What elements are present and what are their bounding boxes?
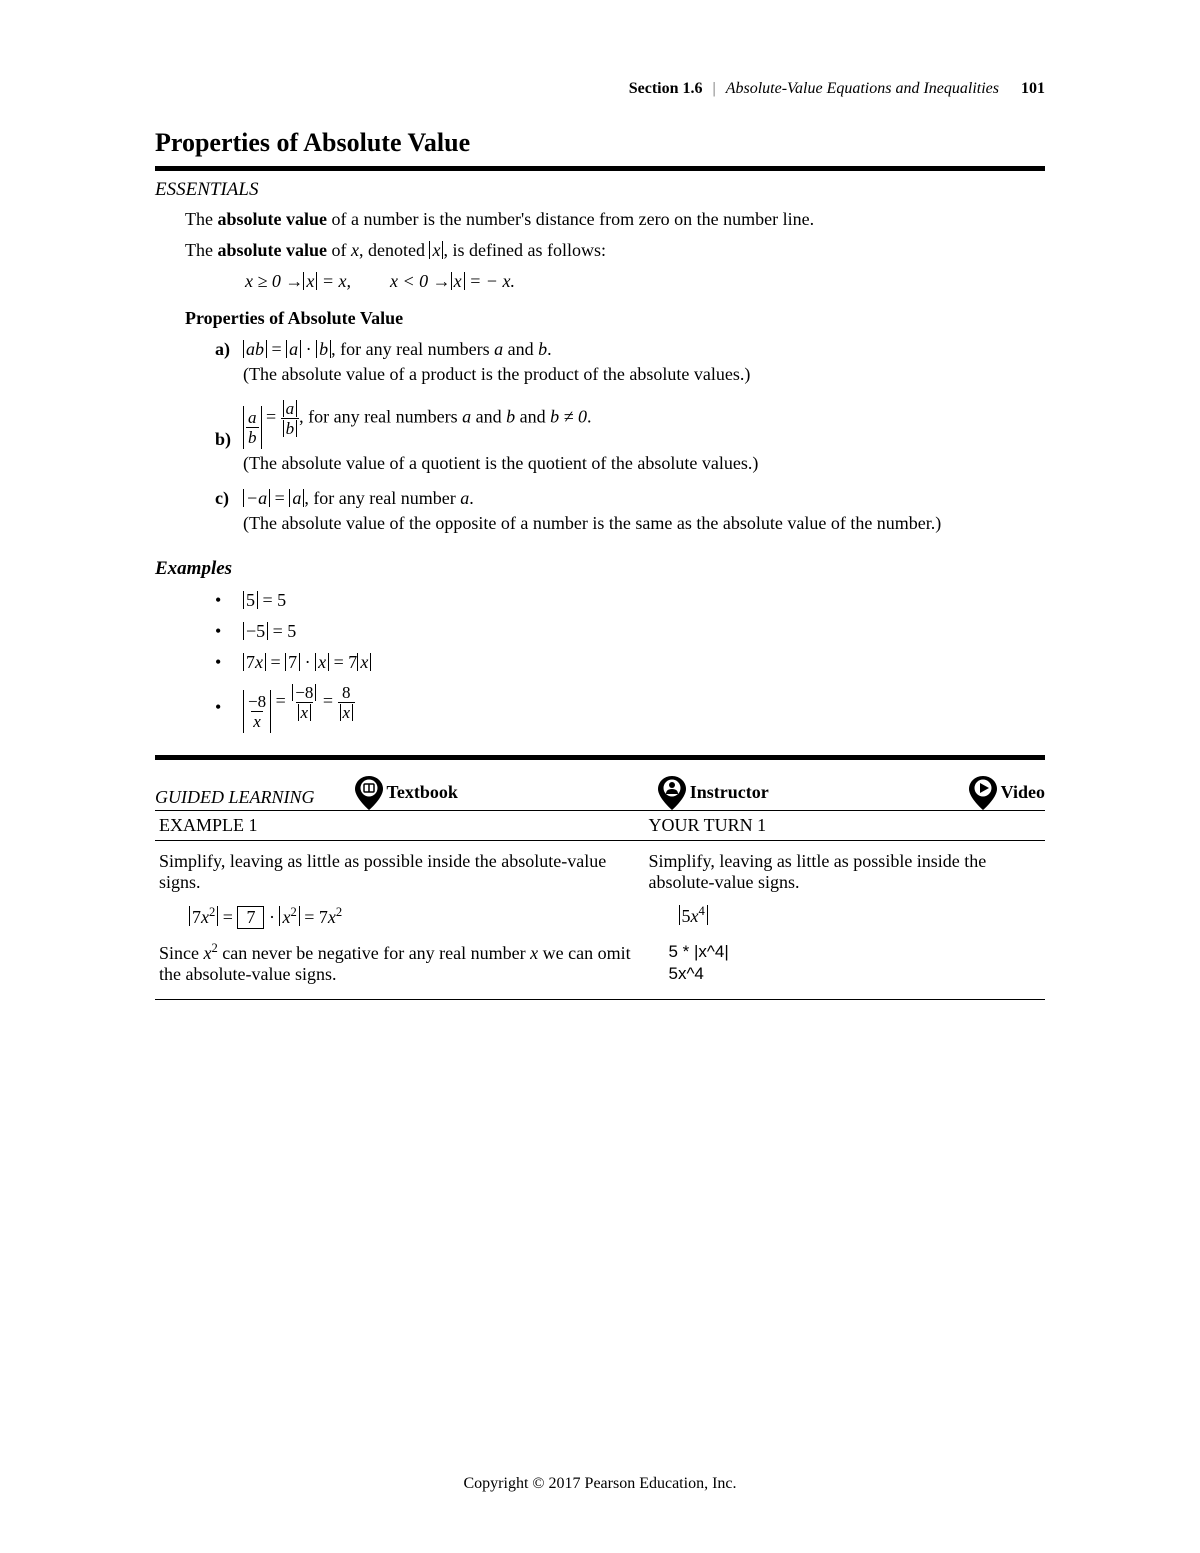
definition: x ≥ 0 →x = x, x < 0 →x = − x. (245, 271, 1045, 292)
guided-rule (155, 755, 1045, 760)
example-bullet-3: • 7x = 7 · x = 7x (215, 652, 1045, 673)
example1-body: Simplify, leaving as little as possible … (155, 841, 645, 999)
example1-title: EXAMPLE 1 (155, 811, 645, 840)
properties-list: a) ab = a · b, for any real numbers a an… (215, 339, 1045, 540)
title-rule (155, 166, 1045, 171)
examples-heading: Examples (155, 558, 1045, 580)
example1-work: 7x2 = 7 · x2 = 7x2 (189, 905, 637, 929)
property-c: c) −a = a, for any real number a. (The a… (215, 488, 1045, 540)
yourturn1-expr: 5x4 (679, 905, 1038, 927)
example-bullet-2: • −5 = 5 (215, 621, 1045, 642)
example1-explanation: Since x2 can never be negative for any r… (159, 941, 637, 985)
chapter-title: Absolute-Value Equations and Inequalitie… (726, 80, 999, 97)
guided-header: GUIDED LEARNING Textbook Instructor Vide… (155, 768, 1045, 810)
header-divider: | (713, 80, 716, 97)
section-label: Section 1.6 (629, 80, 703, 97)
main-title: Properties of Absolute Value (155, 128, 1045, 158)
video-link[interactable]: Video (969, 776, 1045, 810)
running-header: Section 1.6 | Absolute-Value Equations a… (155, 80, 1045, 98)
page-number: 101 (1021, 80, 1045, 97)
page: Section 1.6 | Absolute-Value Equations a… (0, 0, 1200, 1553)
intro-1: The absolute value of a number is the nu… (185, 207, 1045, 232)
example-body-row: Simplify, leaving as little as possible … (155, 841, 1045, 1000)
essentials-heading: ESSENTIALS (155, 179, 1045, 201)
intro-2: The absolute value of x, denoted x, is d… (185, 238, 1045, 263)
yourturn1-body: Simplify, leaving as little as possible … (645, 841, 1046, 999)
instructor-link[interactable]: Instructor (658, 776, 769, 810)
examples-body: • 5 = 5 • −5 = 5 • 7x = 7 · x = 7x • −8x… (185, 590, 1045, 733)
example-bullet-1: • 5 = 5 (215, 590, 1045, 611)
video-icon (969, 776, 997, 810)
properties-heading: Properties of Absolute Value (185, 308, 1045, 329)
property-a: a) ab = a · b, for any real numbers a an… (215, 339, 1045, 391)
property-b: b) ab = ab, for any real numbers a and b… (215, 399, 1045, 480)
textbook-icon (355, 776, 383, 810)
yourturn1-answers: 5 * |x^4| 5x^4 (669, 941, 1038, 985)
yourturn1-title: YOUR TURN 1 (645, 811, 1046, 840)
footer-copyright: Copyright © 2017 Pearson Education, Inc. (0, 1475, 1200, 1493)
example-titles-row: EXAMPLE 1 YOUR TURN 1 (155, 811, 1045, 841)
instructor-icon (658, 776, 686, 810)
textbook-link[interactable]: Textbook (355, 776, 458, 810)
example-bullet-4: • −8x = −8x = 8x (215, 683, 1045, 733)
essentials-body: The absolute value of a number is the nu… (185, 207, 1045, 540)
